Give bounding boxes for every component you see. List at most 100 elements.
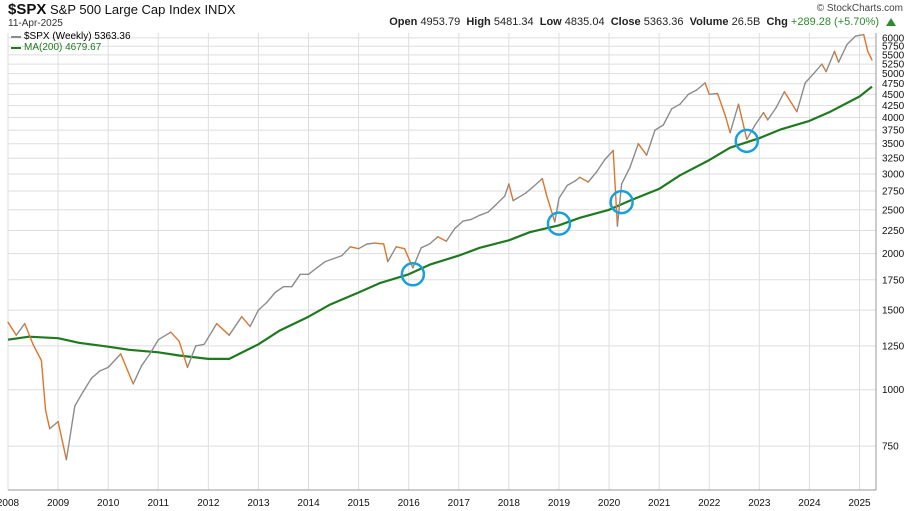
price-segment [291,273,301,288]
price-segment [203,322,218,345]
price-segment [387,246,397,263]
price-segment [357,243,368,250]
x-tick-label: 2011 [148,498,170,509]
price-segment [107,353,122,369]
price-segment [595,158,606,173]
y-tick-label: 1750 [882,275,905,286]
price-segment [82,377,93,393]
y-tick-label: 5500 [882,50,905,61]
high-label: High [466,16,491,28]
annotation-circle [734,128,760,154]
price-segment [90,370,101,379]
x-tick-label: 2023 [748,498,771,509]
x-tick-label: 2019 [548,498,571,509]
price-segment [725,116,731,134]
price-segment [178,340,189,369]
price-segment [40,359,47,412]
legend-ma-swatch [11,46,21,49]
volume-value: 26.5B [731,16,761,28]
x-tick-label: 2021 [648,498,671,509]
y-tick-label: 3250 [882,154,905,165]
high-value: 5481.34 [493,16,534,28]
price-segment [587,171,598,183]
price-segment [767,107,777,121]
price-segment [240,316,251,328]
price-segment [186,345,197,369]
price-segment [566,179,577,187]
chg-value: +289.28 (+5.70%) [790,16,879,28]
price-segment [687,89,698,96]
x-tick-label: 2012 [197,498,220,509]
price-segment [157,331,172,341]
y-tick-label: 1250 [882,341,905,352]
price-segment [65,405,76,461]
price-segment [324,257,335,263]
price-segment [604,149,614,161]
price-segment [541,177,548,196]
price-segment [49,420,59,430]
y-tick-label: 2250 [882,226,905,237]
x-tick-label: 2010 [97,498,120,509]
price-segment [696,82,706,91]
x-tick-label: 2013 [247,498,270,509]
price-segment [833,50,840,63]
y-tick-label: 3500 [882,139,905,150]
price-segment [195,343,205,347]
y-tick-label: 2500 [882,205,905,216]
price-segment [395,246,406,250]
price-segment [74,391,84,407]
x-tick-label: 2022 [698,498,721,509]
price-segment [307,267,318,275]
y-tick-label: 5750 [882,42,905,53]
price-segment [453,220,464,230]
y-tick-label: 4500 [882,90,905,101]
open-label: Open [389,16,418,28]
price-segment [149,339,160,355]
price-segment [796,82,806,113]
y-tick-label: 1000 [882,385,905,396]
price-segment [383,243,389,263]
legend: $SPX (Weekly) 5363.36 MA(200) 4679.67 [11,31,131,53]
y-tick-label: 3750 [882,126,905,137]
price-segment [170,331,180,342]
price-segment [132,365,143,385]
price-segment [249,309,260,328]
legend-price: $SPX (Weekly) 5363.36 [11,31,131,42]
price-segment [437,235,447,242]
price-segment [746,124,756,141]
y-tick-label: 5000 [882,69,905,80]
up-arrow-icon [886,18,896,26]
price-segment [332,254,343,260]
price-segment [57,420,68,461]
y-tick-label: 3000 [882,169,905,180]
price-segment [428,235,439,245]
chg-label: Chg [766,16,788,28]
price-segment [837,43,848,63]
price-segment [487,203,498,213]
price-segment [775,90,786,109]
price-segment [812,63,823,75]
chart-title: $SPX S&P 500 Large Cap Index INDX [8,1,236,18]
price-segment [24,322,34,345]
price-segment [575,176,581,182]
price-segment [316,260,326,269]
x-tick-label: 2008 [0,498,20,509]
price-segment [349,246,360,250]
price-segment [215,322,230,336]
price-segment [579,176,589,183]
price-segment [524,185,535,194]
annotation-circle [609,189,634,215]
price-segment [99,366,109,372]
price-segment [470,214,481,221]
price-segment [32,343,43,362]
symbol: $SPX [8,1,47,18]
brand[interactable]: © StockCharts.com [816,3,903,14]
legend-price-swatch [11,35,21,38]
price-segment [545,193,556,223]
price-segment [708,92,719,96]
price-segment [654,124,664,131]
price-segment [15,322,26,336]
y-axis: 750 1000 1250 1500 1750 2000 2250 2500 2750 3000 3… [875,33,905,490]
low-label: Low [539,16,562,28]
